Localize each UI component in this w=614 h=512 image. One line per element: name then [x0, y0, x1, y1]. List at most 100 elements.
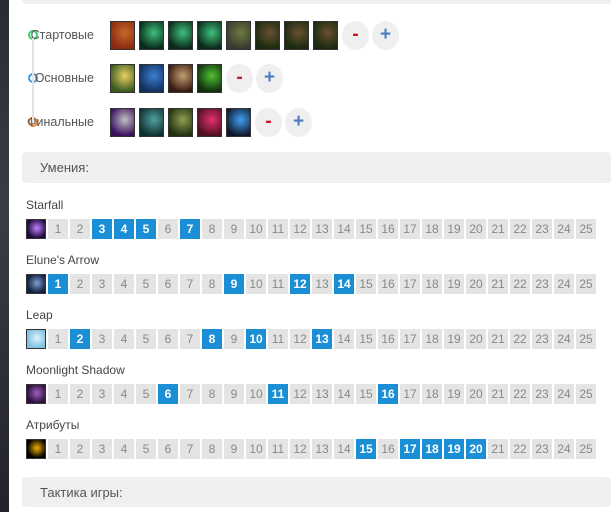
level-cell[interactable]: 13	[312, 219, 332, 239]
item-icon[interactable]	[313, 20, 338, 50]
level-cell[interactable]: 23	[532, 439, 552, 459]
level-cell[interactable]: 6	[158, 439, 178, 459]
level-cell[interactable]: 20	[466, 219, 486, 239]
level-cell[interactable]: 11	[268, 384, 288, 404]
level-cell[interactable]: 15	[356, 274, 376, 294]
level-cell[interactable]: 10	[246, 274, 266, 294]
level-cell[interactable]: 23	[532, 329, 552, 349]
level-cell[interactable]: 9	[224, 274, 244, 294]
level-cell[interactable]: 9	[224, 219, 244, 239]
level-cell[interactable]: 6	[158, 219, 178, 239]
level-cell[interactable]: 7	[180, 274, 200, 294]
level-cell[interactable]: 23	[532, 274, 552, 294]
item-icon[interactable]	[197, 63, 222, 93]
level-cell[interactable]: 7	[180, 329, 200, 349]
level-cell[interactable]: 19	[444, 274, 464, 294]
level-cell[interactable]: 16	[378, 274, 398, 294]
level-cell[interactable]: 24	[554, 274, 574, 294]
level-cell[interactable]: 14	[334, 329, 354, 349]
level-cell[interactable]: 2	[70, 219, 90, 239]
level-cell[interactable]: 13	[312, 384, 332, 404]
level-cell[interactable]: 3	[92, 384, 112, 404]
level-cell[interactable]: 21	[488, 219, 508, 239]
level-cell[interactable]: 15	[356, 329, 376, 349]
level-cell[interactable]: 20	[466, 329, 486, 349]
level-cell[interactable]: 5	[136, 329, 156, 349]
level-cell[interactable]: 7	[180, 219, 200, 239]
level-cell[interactable]: 13	[312, 329, 332, 349]
level-cell[interactable]: 18	[422, 329, 442, 349]
item-icon[interactable]	[197, 20, 222, 50]
level-cell[interactable]: 3	[92, 329, 112, 349]
level-cell[interactable]: 11	[268, 274, 288, 294]
item-icon[interactable]	[110, 107, 135, 137]
level-cell[interactable]: 19	[444, 219, 464, 239]
level-cell[interactable]: 14	[334, 219, 354, 239]
level-cell[interactable]: 6	[158, 384, 178, 404]
level-cell[interactable]: 4	[114, 274, 134, 294]
level-cell[interactable]: 1	[48, 439, 68, 459]
level-cell[interactable]: 12	[290, 329, 310, 349]
level-cell[interactable]: 2	[70, 274, 90, 294]
level-cell[interactable]: 1	[48, 329, 68, 349]
level-cell[interactable]: 10	[246, 329, 266, 349]
level-cell[interactable]: 10	[246, 384, 266, 404]
item-icon[interactable]	[110, 20, 135, 50]
level-cell[interactable]: 20	[466, 274, 486, 294]
add-item-button[interactable]: +	[256, 63, 283, 93]
level-cell[interactable]: 6	[158, 274, 178, 294]
level-cell[interactable]: 1	[48, 384, 68, 404]
level-cell[interactable]: 15	[356, 384, 376, 404]
level-cell[interactable]: 3	[92, 274, 112, 294]
level-cell[interactable]: 21	[488, 384, 508, 404]
level-cell[interactable]: 24	[554, 439, 574, 459]
level-cell[interactable]: 8	[202, 439, 222, 459]
level-cell[interactable]: 1	[48, 274, 68, 294]
level-cell[interactable]: 4	[114, 219, 134, 239]
level-cell[interactable]: 12	[290, 274, 310, 294]
level-cell[interactable]: 19	[444, 439, 464, 459]
level-cell[interactable]: 3	[92, 439, 112, 459]
level-cell[interactable]: 18	[422, 219, 442, 239]
level-cell[interactable]: 16	[378, 329, 398, 349]
level-cell[interactable]: 10	[246, 439, 266, 459]
level-cell[interactable]: 2	[70, 439, 90, 459]
level-cell[interactable]: 14	[334, 274, 354, 294]
item-icon[interactable]	[139, 107, 164, 137]
level-cell[interactable]: 7	[180, 439, 200, 459]
level-cell[interactable]: 22	[510, 384, 530, 404]
level-cell[interactable]: 11	[268, 329, 288, 349]
level-cell[interactable]: 2	[70, 329, 90, 349]
level-cell[interactable]: 14	[334, 384, 354, 404]
level-cell[interactable]: 25	[576, 384, 596, 404]
add-item-button[interactable]: +	[285, 107, 312, 137]
item-icon[interactable]	[226, 107, 251, 137]
level-cell[interactable]: 23	[532, 384, 552, 404]
level-cell[interactable]: 25	[576, 439, 596, 459]
level-cell[interactable]: 9	[224, 384, 244, 404]
level-cell[interactable]: 17	[400, 329, 420, 349]
level-cell[interactable]: 21	[488, 274, 508, 294]
level-cell[interactable]: 24	[554, 219, 574, 239]
level-cell[interactable]: 20	[466, 384, 486, 404]
level-cell[interactable]: 1	[48, 219, 68, 239]
level-cell[interactable]: 4	[114, 439, 134, 459]
level-cell[interactable]: 11	[268, 219, 288, 239]
level-cell[interactable]: 17	[400, 439, 420, 459]
level-cell[interactable]: 11	[268, 439, 288, 459]
level-cell[interactable]: 21	[488, 439, 508, 459]
level-cell[interactable]: 8	[202, 219, 222, 239]
level-cell[interactable]: 9	[224, 439, 244, 459]
item-icon[interactable]	[110, 63, 135, 93]
level-cell[interactable]: 18	[422, 439, 442, 459]
level-cell[interactable]: 22	[510, 219, 530, 239]
item-icon[interactable]	[139, 63, 164, 93]
item-icon[interactable]	[139, 20, 164, 50]
level-cell[interactable]: 21	[488, 329, 508, 349]
level-cell[interactable]: 22	[510, 329, 530, 349]
level-cell[interactable]: 19	[444, 384, 464, 404]
level-cell[interactable]: 22	[510, 274, 530, 294]
level-cell[interactable]: 18	[422, 384, 442, 404]
item-icon[interactable]	[168, 107, 193, 137]
level-cell[interactable]: 6	[158, 329, 178, 349]
